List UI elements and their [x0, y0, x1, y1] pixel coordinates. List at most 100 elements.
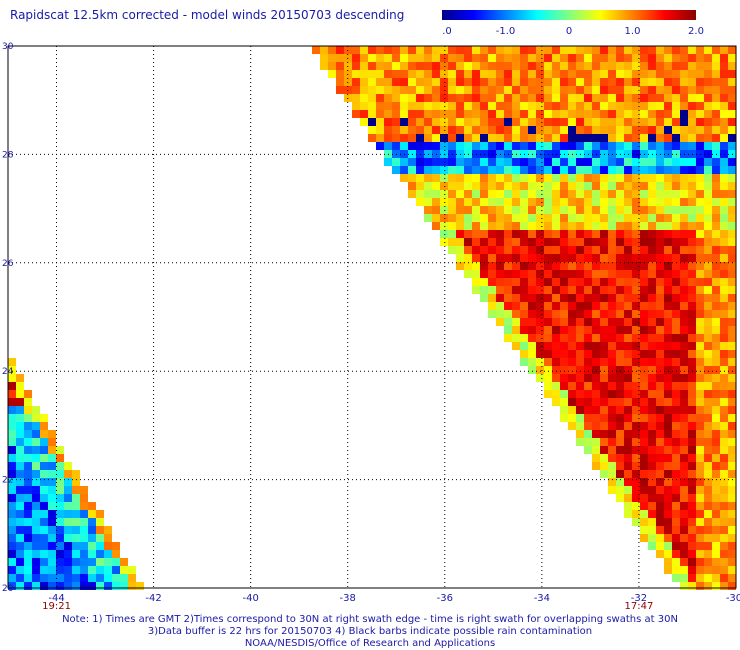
wind-cell — [496, 262, 504, 270]
wind-cell — [504, 286, 512, 294]
wind-cell — [528, 366, 536, 374]
wind-cell — [544, 134, 552, 142]
wind-cell — [448, 94, 456, 102]
wind-cell — [680, 438, 688, 446]
wind-cell — [8, 502, 16, 510]
wind-cell — [680, 558, 688, 566]
wind-cell — [448, 158, 456, 166]
wind-cell — [640, 318, 648, 326]
wind-cell — [712, 238, 720, 246]
wind-cell — [712, 430, 720, 438]
wind-cell — [656, 446, 664, 454]
wind-cell — [664, 142, 672, 150]
wind-cell — [688, 142, 696, 150]
wind-cell — [680, 46, 688, 54]
wind-cell — [616, 326, 624, 334]
wind-cell — [632, 206, 640, 214]
wind-cell — [32, 430, 40, 438]
wind-cell — [720, 270, 728, 278]
wind-cell — [640, 366, 648, 374]
wind-cell — [488, 62, 496, 70]
wind-cell — [672, 446, 680, 454]
wind-cell — [544, 270, 552, 278]
wind-cell — [720, 358, 728, 366]
wind-cell — [504, 94, 512, 102]
wind-cell — [552, 270, 560, 278]
wind-cell — [656, 334, 664, 342]
wind-cell — [656, 214, 664, 222]
wind-cell — [568, 350, 576, 358]
wind-cell — [696, 534, 704, 542]
wind-cell — [728, 54, 736, 62]
wind-cell — [40, 526, 48, 534]
wind-cell — [696, 398, 704, 406]
wind-cell — [688, 110, 696, 118]
wind-cell — [632, 486, 640, 494]
wind-cell — [568, 254, 576, 262]
wind-cell — [536, 334, 544, 342]
wind-cell — [704, 366, 712, 374]
wind-cell — [48, 470, 56, 478]
wind-cell — [608, 318, 616, 326]
wind-cell — [720, 454, 728, 462]
wind-cell — [432, 134, 440, 142]
wind-cell — [616, 430, 624, 438]
wind-cell — [656, 486, 664, 494]
wind-cell — [400, 110, 408, 118]
wind-cell — [696, 86, 704, 94]
wind-cell — [536, 350, 544, 358]
wind-cell — [512, 174, 520, 182]
wind-cell — [536, 230, 544, 238]
wind-cell — [312, 46, 320, 54]
wind-cell — [648, 182, 656, 190]
wind-cell — [16, 430, 24, 438]
wind-cell — [576, 70, 584, 78]
wind-cell — [416, 166, 424, 174]
wind-cell — [512, 94, 520, 102]
wind-cell — [632, 278, 640, 286]
wind-cell — [640, 430, 648, 438]
wind-cell — [400, 142, 408, 150]
wind-cell — [704, 286, 712, 294]
wind-cell — [680, 478, 688, 486]
wind-cell — [576, 254, 584, 262]
wind-cell — [728, 70, 736, 78]
wind-cell — [568, 230, 576, 238]
wind-cell — [496, 310, 504, 318]
wind-cell — [688, 206, 696, 214]
wind-cell — [704, 398, 712, 406]
wind-cell — [544, 374, 552, 382]
wind-cell — [336, 78, 344, 86]
wind-cell — [568, 126, 576, 134]
wind-cell — [616, 462, 624, 470]
wind-cell — [504, 246, 512, 254]
wind-cell — [464, 134, 472, 142]
wind-cell — [704, 374, 712, 382]
wind-cell — [32, 550, 40, 558]
wind-cell — [656, 406, 664, 414]
wind-cell — [496, 54, 504, 62]
wind-cell — [496, 102, 504, 110]
wind-cell — [672, 302, 680, 310]
wind-cell — [8, 518, 16, 526]
wind-cell — [696, 430, 704, 438]
wind-cell — [464, 110, 472, 118]
wind-cell — [648, 54, 656, 62]
wind-cell — [528, 78, 536, 86]
wind-cell — [656, 62, 664, 70]
wind-cell — [552, 390, 560, 398]
wind-cell — [408, 62, 416, 70]
wind-cell — [632, 134, 640, 142]
wind-cell — [584, 182, 592, 190]
wind-cell — [472, 86, 480, 94]
wind-cell — [504, 222, 512, 230]
wind-cell — [544, 174, 552, 182]
wind-cell — [456, 198, 464, 206]
wind-cell — [680, 78, 688, 86]
wind-cell — [432, 86, 440, 94]
wind-cell — [616, 310, 624, 318]
wind-cell — [456, 230, 464, 238]
wind-cell — [696, 190, 704, 198]
wind-cell — [552, 230, 560, 238]
wind-cell — [664, 422, 672, 430]
